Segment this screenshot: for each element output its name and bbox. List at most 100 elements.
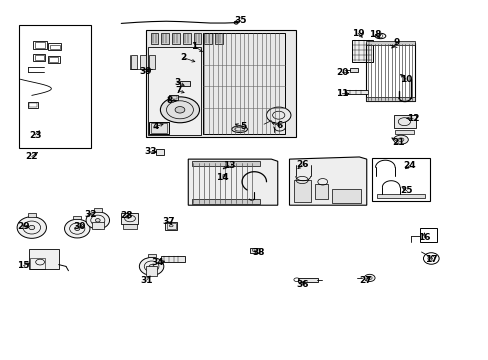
Ellipse shape — [169, 225, 173, 227]
Bar — [349, 68, 358, 72]
Bar — [50, 45, 60, 49]
Bar — [149, 122, 168, 134]
Ellipse shape — [95, 219, 100, 222]
Text: 39: 39 — [139, 68, 152, 77]
Text: 30: 30 — [73, 222, 85, 231]
Bar — [193, 33, 201, 44]
Text: 23: 23 — [29, 130, 41, 139]
Ellipse shape — [17, 217, 46, 238]
Text: 6: 6 — [276, 122, 282, 130]
Bar — [29, 249, 59, 269]
Text: 28: 28 — [120, 211, 132, 220]
Text: 14: 14 — [216, 173, 228, 181]
Ellipse shape — [231, 126, 247, 132]
Text: 24: 24 — [403, 161, 415, 170]
Bar — [33, 54, 45, 61]
Bar — [351, 40, 372, 62]
Bar — [191, 161, 260, 166]
Bar — [145, 30, 296, 137]
Text: 8: 8 — [166, 96, 172, 105]
Text: 5: 5 — [240, 122, 245, 131]
Bar — [19, 25, 91, 148]
Text: 32: 32 — [84, 210, 97, 219]
Bar — [203, 33, 285, 134]
Bar — [215, 33, 223, 44]
Ellipse shape — [160, 97, 199, 123]
Text: 3: 3 — [174, 77, 180, 86]
Bar — [48, 43, 61, 50]
Bar — [28, 102, 38, 108]
Bar — [94, 208, 102, 212]
Bar — [365, 97, 414, 101]
Bar — [150, 33, 158, 44]
Bar — [30, 258, 45, 269]
Bar — [166, 223, 175, 229]
Bar — [180, 81, 189, 86]
Bar — [169, 96, 176, 99]
Ellipse shape — [364, 274, 374, 282]
Bar — [148, 55, 155, 69]
Ellipse shape — [393, 135, 407, 144]
Bar — [28, 213, 36, 217]
Bar — [250, 248, 259, 253]
Bar — [371, 158, 429, 201]
Bar — [172, 33, 180, 44]
Bar — [298, 278, 317, 282]
Text: 31: 31 — [140, 276, 153, 284]
Bar — [121, 213, 138, 224]
Ellipse shape — [149, 265, 154, 268]
Bar — [365, 41, 414, 45]
Bar — [294, 180, 311, 202]
Bar — [123, 224, 137, 229]
Bar — [155, 149, 164, 155]
Text: 37: 37 — [162, 217, 175, 226]
Text: 16: 16 — [417, 233, 430, 242]
Bar — [131, 55, 137, 69]
Text: 27: 27 — [359, 276, 371, 285]
Text: 20: 20 — [335, 68, 348, 77]
Text: 15: 15 — [17, 261, 30, 270]
Text: 38: 38 — [251, 248, 264, 257]
Bar — [168, 95, 177, 100]
Ellipse shape — [29, 225, 35, 230]
Ellipse shape — [75, 227, 80, 230]
Text: 17: 17 — [424, 256, 437, 264]
Ellipse shape — [139, 257, 163, 275]
Ellipse shape — [266, 107, 290, 123]
Text: 12: 12 — [406, 114, 419, 123]
Text: 35: 35 — [234, 16, 246, 25]
Text: 10: 10 — [399, 75, 411, 84]
Bar — [47, 56, 60, 63]
Text: 2: 2 — [180, 53, 186, 62]
Text: 19: 19 — [351, 29, 364, 37]
Text: 26: 26 — [295, 161, 308, 169]
Bar — [393, 115, 415, 128]
Polygon shape — [289, 157, 366, 205]
Bar — [331, 189, 360, 203]
Bar — [183, 33, 190, 44]
Bar — [150, 123, 167, 133]
Text: 22: 22 — [25, 152, 38, 161]
Bar — [365, 43, 414, 101]
Bar — [161, 256, 184, 262]
Bar — [35, 55, 43, 60]
Bar — [92, 222, 103, 229]
Text: 13: 13 — [222, 161, 235, 170]
Text: 4: 4 — [152, 122, 159, 131]
Text: 33: 33 — [144, 148, 157, 156]
Bar — [165, 222, 177, 230]
Ellipse shape — [86, 212, 109, 229]
Text: 36: 36 — [295, 280, 308, 289]
Text: 11: 11 — [335, 89, 348, 98]
Polygon shape — [188, 159, 277, 205]
Bar — [73, 216, 81, 219]
Bar — [145, 266, 157, 276]
Ellipse shape — [64, 219, 90, 238]
Text: 18: 18 — [368, 30, 381, 39]
Ellipse shape — [175, 107, 184, 113]
Text: 7: 7 — [175, 86, 182, 95]
Text: 34: 34 — [151, 258, 163, 267]
Bar — [346, 90, 367, 94]
Text: 9: 9 — [393, 38, 400, 47]
Text: 1: 1 — [191, 41, 197, 50]
